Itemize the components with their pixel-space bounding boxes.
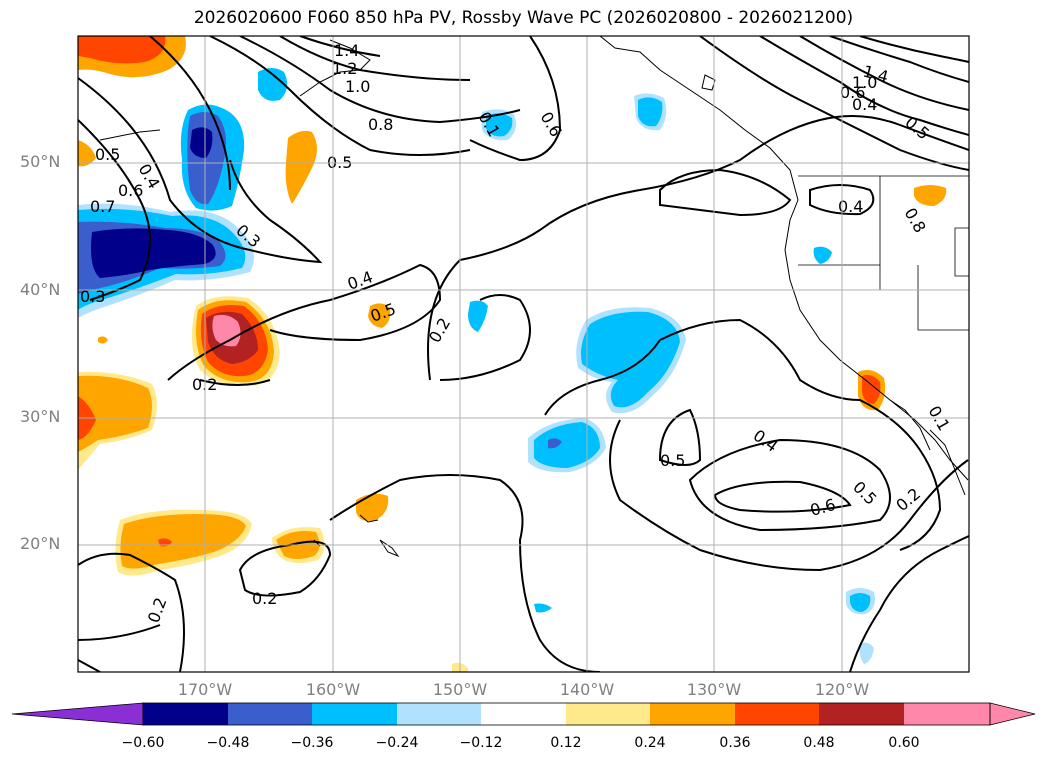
contour-label: 1.0 <box>852 73 877 92</box>
contour-label: 0.2 <box>252 589 277 608</box>
lat-label: 50°N <box>20 152 61 171</box>
map-title: 2026020600 F060 850 hPa PV, Rossby Wave … <box>193 8 854 28</box>
colorbar-tick-label: −0.36 <box>290 735 334 751</box>
colorbar-tick-label: −0.60 <box>121 735 165 751</box>
pv-contours <box>78 36 969 672</box>
contour-label: 0.5 <box>660 451 685 470</box>
colorbar-bin <box>566 703 650 725</box>
colorbar-extend-low <box>11 702 144 726</box>
contour-label: 1.2 <box>332 59 357 78</box>
colorbar-bin <box>397 703 481 725</box>
colorbar-tick-label: −0.12 <box>459 735 503 751</box>
colorbar-extend-high <box>989 702 1036 726</box>
lon-label: 150°W <box>432 680 488 699</box>
lon-label: 120°W <box>814 680 870 699</box>
graticule <box>78 36 969 672</box>
lat-label: 40°N <box>20 280 61 299</box>
colorbar-bin <box>904 703 990 725</box>
colorbar-tick-label: 0.24 <box>634 735 666 751</box>
lat-label: 20°N <box>20 534 61 553</box>
colorbar-bin <box>481 703 566 725</box>
colorbar <box>11 702 1036 726</box>
contour-label: 1.4 <box>334 41 359 60</box>
colorbar-bin <box>735 703 819 725</box>
lon-label: 140°W <box>559 680 615 699</box>
contour-label: 0.5 <box>95 145 120 164</box>
contour-label: 0.8 <box>368 115 393 134</box>
pv-shading <box>78 36 947 672</box>
colorbar-tick-label: 0.36 <box>719 735 751 751</box>
contour-label: 1.0 <box>345 77 370 96</box>
borders <box>798 175 969 331</box>
lon-label: 170°W <box>177 680 233 699</box>
colorbar-frame <box>142 702 991 726</box>
contour-label: 0.6 <box>118 181 143 200</box>
contour-label: 0.4 <box>838 197 863 216</box>
colorbar-tick-label: −0.48 <box>206 735 250 751</box>
colorbar-bin <box>228 703 312 725</box>
contour-label: 0.3 <box>80 287 105 306</box>
colorbar-tick-label: 0.48 <box>803 735 835 751</box>
contour-label: 0.6 <box>840 83 865 102</box>
colorbar-tick-label: 0.60 <box>888 735 920 751</box>
contour-label: 0.4 <box>852 95 877 114</box>
lon-label: 130°W <box>686 680 742 699</box>
colorbar-bin <box>650 703 735 725</box>
map-frame <box>77 35 970 673</box>
lat-label: 30°N <box>20 407 61 426</box>
colorbar-tick-label: 0.12 <box>550 735 582 751</box>
colorbar-tick-label: −0.24 <box>375 735 419 751</box>
colorbar-bin <box>819 703 904 725</box>
colorbar-bin <box>312 703 397 725</box>
colorbar-bin <box>143 703 228 725</box>
lon-label: 160°W <box>305 680 361 699</box>
contour-label: 0.7 <box>90 197 115 216</box>
